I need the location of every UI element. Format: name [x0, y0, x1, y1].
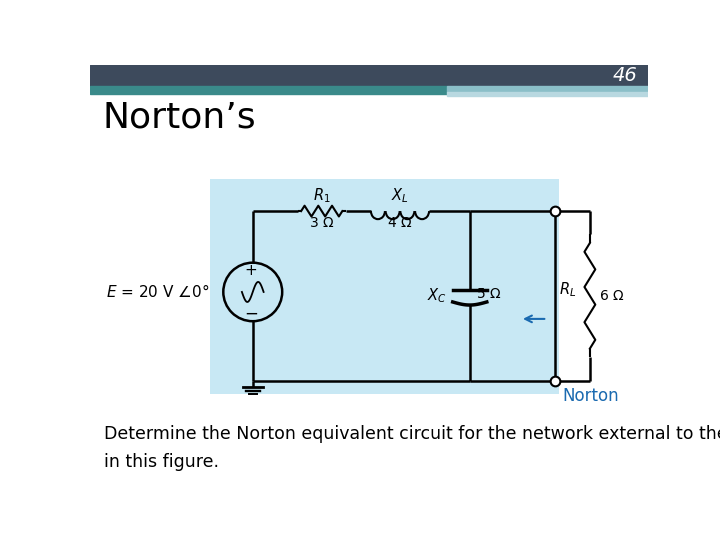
Text: 6 $\Omega$: 6 $\Omega$ [599, 289, 624, 303]
Bar [446, 86, 648, 92]
Text: −: − [244, 305, 258, 322]
Text: 4 $\Omega$: 4 $\Omega$ [387, 217, 413, 231]
Text: $E$ = 20 V $\angle$0°: $E$ = 20 V $\angle$0° [106, 284, 209, 300]
Text: Norton’s: Norton’s [102, 100, 256, 134]
Text: Norton: Norton [563, 387, 619, 405]
Bar [446, 92, 648, 96]
Text: +: + [245, 263, 258, 278]
Text: $R_L$: $R_L$ [559, 280, 576, 299]
Bar [90, 86, 446, 94]
Text: $X_C$: $X_C$ [427, 286, 447, 305]
Bar [90, 65, 648, 86]
Text: 5 $\Omega$: 5 $\Omega$ [476, 287, 501, 301]
Text: 46: 46 [613, 66, 637, 85]
Bar [210, 179, 559, 394]
Text: $R_1$: $R_1$ [313, 186, 330, 205]
Text: Determine the Norton equivalent circuit for the network external to the 6 ohm re: Determine the Norton equivalent circuit … [104, 425, 720, 471]
Text: $X_L$: $X_L$ [391, 186, 409, 205]
Text: 3 $\Omega$: 3 $\Omega$ [309, 217, 334, 231]
